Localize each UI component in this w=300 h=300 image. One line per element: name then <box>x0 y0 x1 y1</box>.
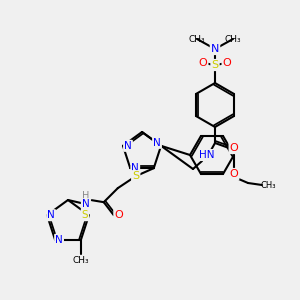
Text: O: O <box>230 143 238 153</box>
Text: O: O <box>114 210 123 220</box>
Text: N: N <box>211 44 219 54</box>
Text: N: N <box>153 138 161 148</box>
Text: O: O <box>223 58 231 68</box>
Text: CH₃: CH₃ <box>260 181 276 190</box>
Text: S: S <box>212 60 219 70</box>
Text: H: H <box>82 191 89 201</box>
Text: S: S <box>82 210 88 220</box>
Text: O: O <box>199 58 207 68</box>
Text: S: S <box>132 171 139 181</box>
Text: CH₃: CH₃ <box>189 34 205 43</box>
Text: N: N <box>124 141 132 151</box>
Text: CH₃: CH₃ <box>225 34 241 43</box>
Text: HN: HN <box>199 150 215 160</box>
Text: N: N <box>131 163 139 173</box>
Text: N: N <box>82 199 90 209</box>
Text: N: N <box>55 235 63 245</box>
Text: CH₃: CH₃ <box>73 256 89 265</box>
Text: O: O <box>230 169 238 179</box>
Text: N: N <box>47 210 55 220</box>
